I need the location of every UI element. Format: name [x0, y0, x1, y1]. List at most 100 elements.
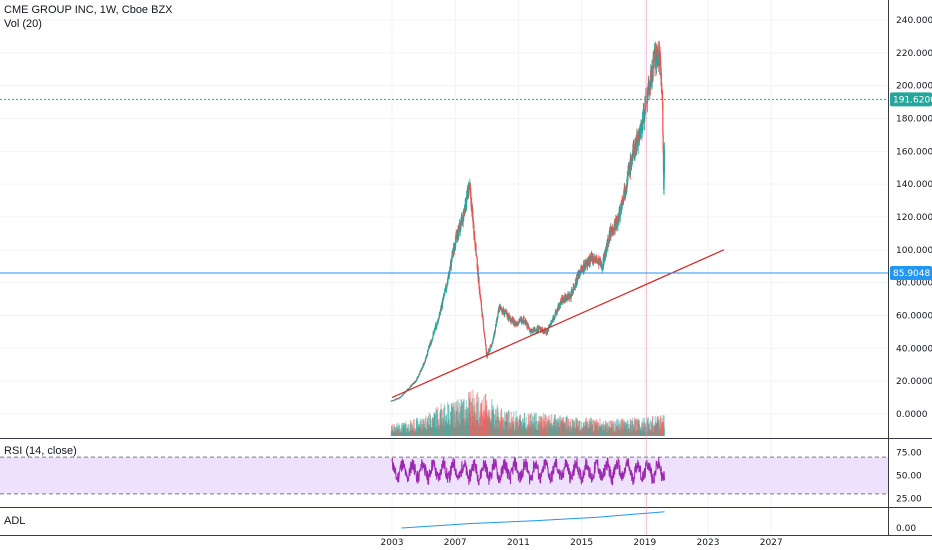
volume-bar: [624, 428, 627, 436]
volume-bar: [431, 417, 434, 436]
volume-bar: [605, 421, 607, 436]
volume-bar: [426, 429, 428, 436]
volume-bar: [657, 415, 659, 436]
volume-bar: [627, 429, 629, 436]
volume-bar: [494, 415, 496, 436]
volume-bar: [499, 426, 501, 436]
volume-bar: [576, 419, 579, 436]
volume-bar: [543, 412, 545, 436]
volume-bar: [608, 425, 610, 436]
candle-body: [597, 260, 599, 262]
volume-bar: [537, 420, 540, 436]
volume-bar: [532, 429, 534, 436]
volume-bar: [662, 421, 664, 436]
volume-bar: [481, 426, 483, 436]
volume-bar: [453, 426, 455, 436]
volume-bar: [395, 428, 397, 436]
volume-bar: [582, 428, 584, 436]
volume-bar: [601, 429, 603, 436]
volume-bar: [431, 426, 433, 436]
volume-bar: [487, 417, 490, 436]
volume-bar: [448, 419, 450, 436]
volume-bar: [564, 423, 566, 436]
rsi-legend[interactable]: RSI (14, close): [4, 445, 77, 457]
volume-bar: [487, 410, 489, 436]
volume-bar: [411, 427, 414, 436]
volume-bar: [444, 428, 446, 436]
candle-body: [482, 316, 484, 320]
volume-bar: [623, 426, 625, 436]
adl-legend[interactable]: ADL: [4, 515, 26, 527]
volume-bar: [534, 428, 536, 436]
volume-bar: [595, 419, 597, 436]
volume-bar: [399, 427, 401, 436]
volume-bar: [436, 427, 438, 436]
candle-body: [575, 279, 577, 287]
candle-body: [573, 285, 575, 288]
volume-bar: [557, 418, 559, 436]
candle-body: [484, 339, 487, 345]
volume-bar: [644, 425, 647, 436]
candle-body: [491, 342, 493, 346]
volume-bar: [418, 426, 420, 436]
volume-bar: [657, 420, 660, 436]
volume-bar: [506, 414, 508, 436]
volume-bar: [439, 424, 441, 436]
candle-body: [586, 262, 589, 267]
volume-bar: [649, 431, 651, 436]
volume-bar: [585, 418, 587, 436]
volume-bar: [661, 418, 664, 436]
volume-bar: [615, 425, 617, 436]
volume-bar: [478, 424, 480, 436]
volume-bar: [562, 420, 564, 436]
volume-bar: [462, 401, 464, 436]
volume-bar: [526, 426, 528, 436]
volume-bar: [610, 427, 612, 436]
volume-bar: [445, 415, 447, 436]
price-tick-label: 60.0000: [896, 312, 932, 322]
volume-bar: [654, 425, 656, 436]
volume-bar: [521, 418, 524, 436]
price-level-badge: [890, 92, 932, 107]
time-axis[interactable]: 2003 2007 2011 2015 2019 2023 2027: [381, 538, 783, 548]
volume-bar: [496, 416, 498, 436]
volume-bar: [428, 412, 430, 436]
volume-bar: [433, 411, 435, 436]
volume-bar: [496, 427, 499, 436]
volume-bar: [560, 419, 562, 436]
volume-bar: [440, 409, 442, 436]
price-axis[interactable]: 0.0000 20.0000 40.0000 60.0000 80.0000 100.00…: [890, 16, 932, 534]
volume-bar: [577, 429, 579, 436]
volume-bar: [547, 430, 549, 436]
volume-bar: [521, 427, 523, 436]
volume-bar: [423, 423, 425, 436]
candle-body: [652, 57, 654, 78]
volume-bar: [424, 429, 427, 436]
volume-bar: [631, 420, 634, 436]
volume-bar: [465, 418, 468, 436]
volume-bar: [396, 429, 398, 436]
volume-bar: [452, 402, 454, 436]
volume-bar: [441, 425, 443, 436]
volume-bar: [552, 425, 554, 436]
candlestick-series: [390, 40, 665, 402]
volume-bar: [400, 424, 403, 436]
symbol-legend[interactable]: CME GROUP INC, 1W, Cboe BZX: [4, 4, 173, 16]
volume-bar: [528, 425, 530, 436]
volume-bar: [442, 421, 444, 436]
volume-bar: [508, 423, 511, 436]
volume-bar: [400, 432, 402, 436]
volume-bar: [393, 424, 395, 436]
volume-bar: [648, 423, 650, 436]
volume-bar: [567, 418, 569, 436]
candle-body: [580, 267, 582, 269]
volume-bar: [578, 421, 580, 436]
volume-legend[interactable]: Vol (20): [4, 18, 42, 30]
volume-bar: [453, 428, 455, 436]
volume-bar: [518, 418, 521, 436]
candle-body: [618, 211, 620, 221]
volume-bar: [553, 414, 555, 436]
candle-body: [484, 336, 486, 338]
volume-bar: [594, 421, 596, 436]
